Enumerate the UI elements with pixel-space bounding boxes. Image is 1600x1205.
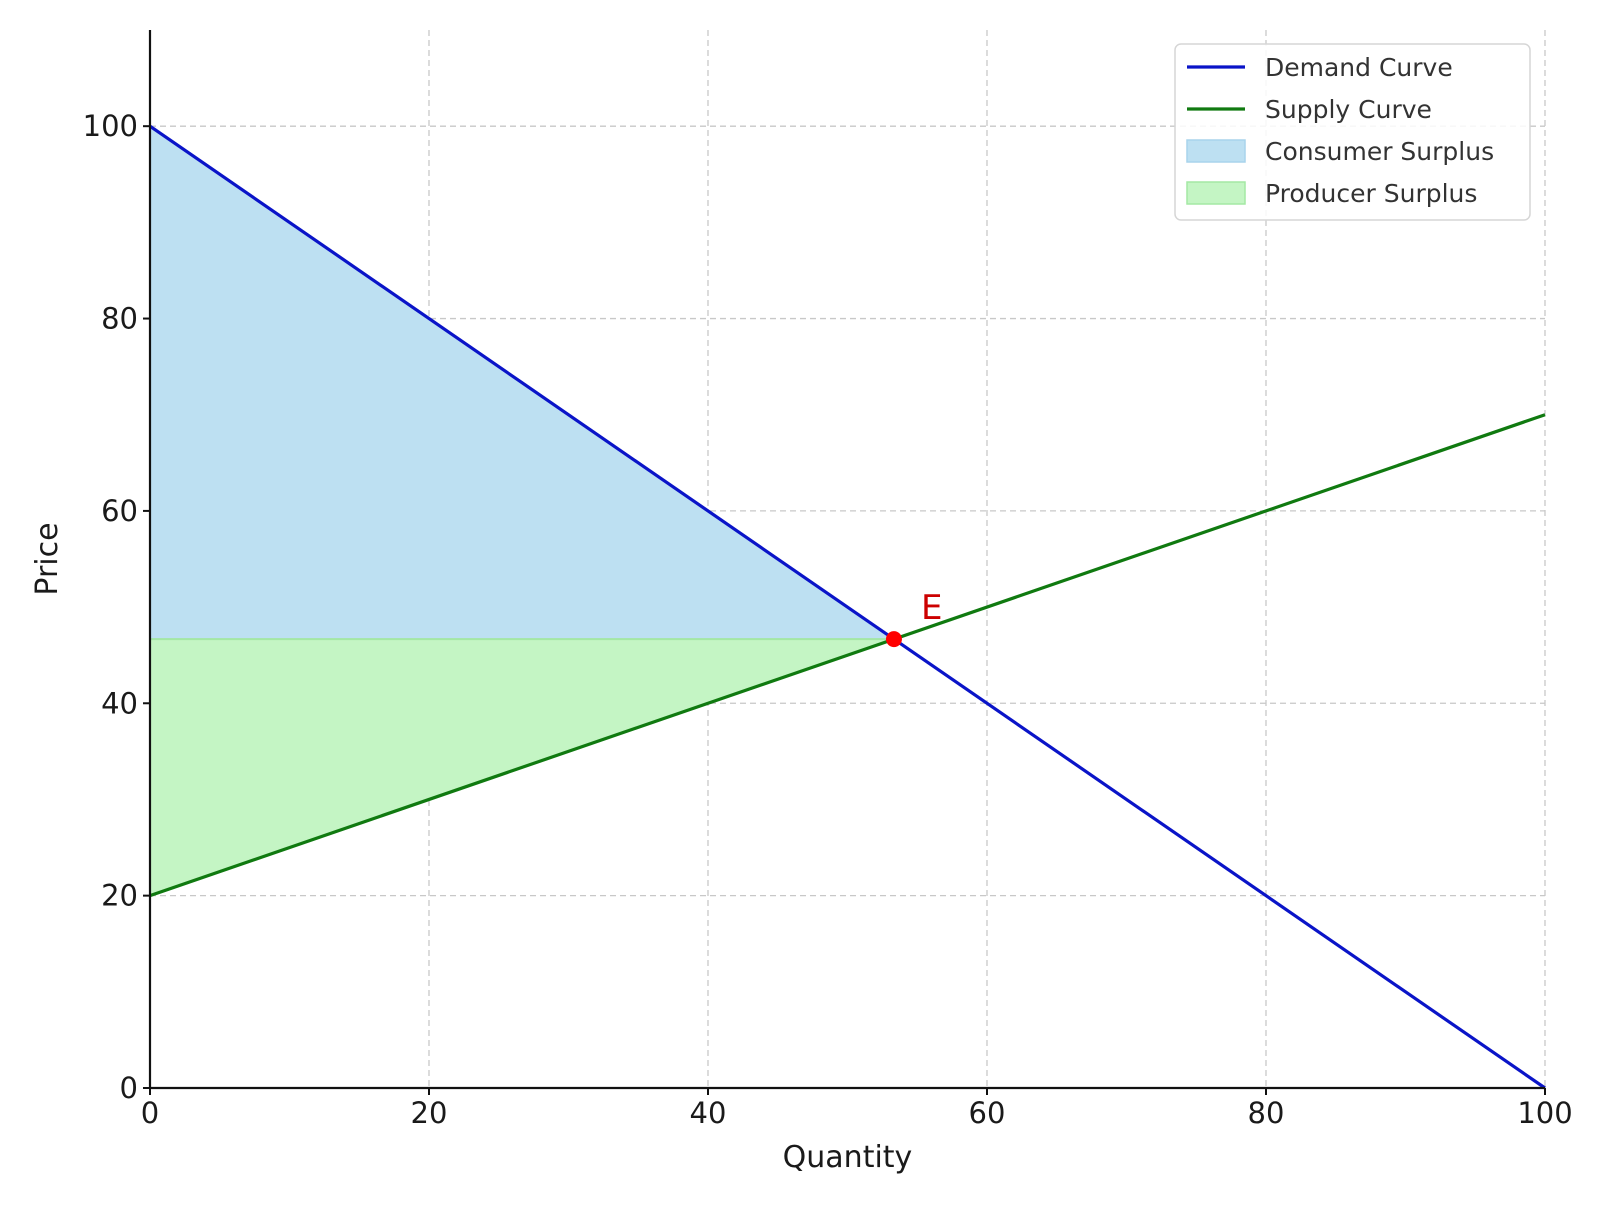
tick-labels: 0 20 40 60 80 100 0 20 40 60 80 100	[83, 109, 1573, 1130]
axes	[148, 30, 1545, 1090]
y-tick-label: 20	[101, 879, 138, 913]
x-tick-label: 0	[141, 1096, 159, 1130]
legend: Demand Curve Supply Curve Consumer Surplus…	[1174, 43, 1531, 221]
series-lines	[149, 124, 1546, 1090]
legend-label-supply-curve: Supply Curve	[1265, 95, 1432, 124]
legend-swatch-producer-surplus	[1186, 181, 1246, 205]
y-tick-label: 40	[101, 686, 138, 720]
equilibrium-point	[885, 631, 902, 648]
y-tick-label: 0	[120, 1071, 138, 1105]
equilibrium-group: E	[885, 588, 942, 648]
x-tick-label: 40	[690, 1096, 727, 1130]
equilibrium-label: E	[921, 588, 942, 628]
x-tick-label: 100	[1517, 1096, 1572, 1130]
legend-label-producer-surplus: Producer Surplus	[1265, 179, 1477, 208]
y-tick-label: 60	[101, 494, 138, 528]
supply-curve-line	[149, 413, 1546, 898]
x-tick-label: 80	[1248, 1096, 1285, 1130]
y-tick-label: 100	[83, 109, 138, 143]
legend-box	[1174, 43, 1531, 221]
legend-label-demand-curve: Demand Curve	[1265, 53, 1453, 82]
legend-label-consumer-surplus: Consumer Surplus	[1265, 137, 1494, 166]
y-axis-title: Price	[30, 522, 65, 595]
x-axis-title: Quantity	[783, 1140, 913, 1175]
x-tick-label: 20	[411, 1096, 448, 1130]
demand-curve-line	[149, 124, 1546, 1090]
y-tick-label: 80	[101, 302, 138, 336]
x-tick-label: 60	[969, 1096, 1006, 1130]
legend-swatch-consumer-surplus	[1186, 139, 1246, 163]
